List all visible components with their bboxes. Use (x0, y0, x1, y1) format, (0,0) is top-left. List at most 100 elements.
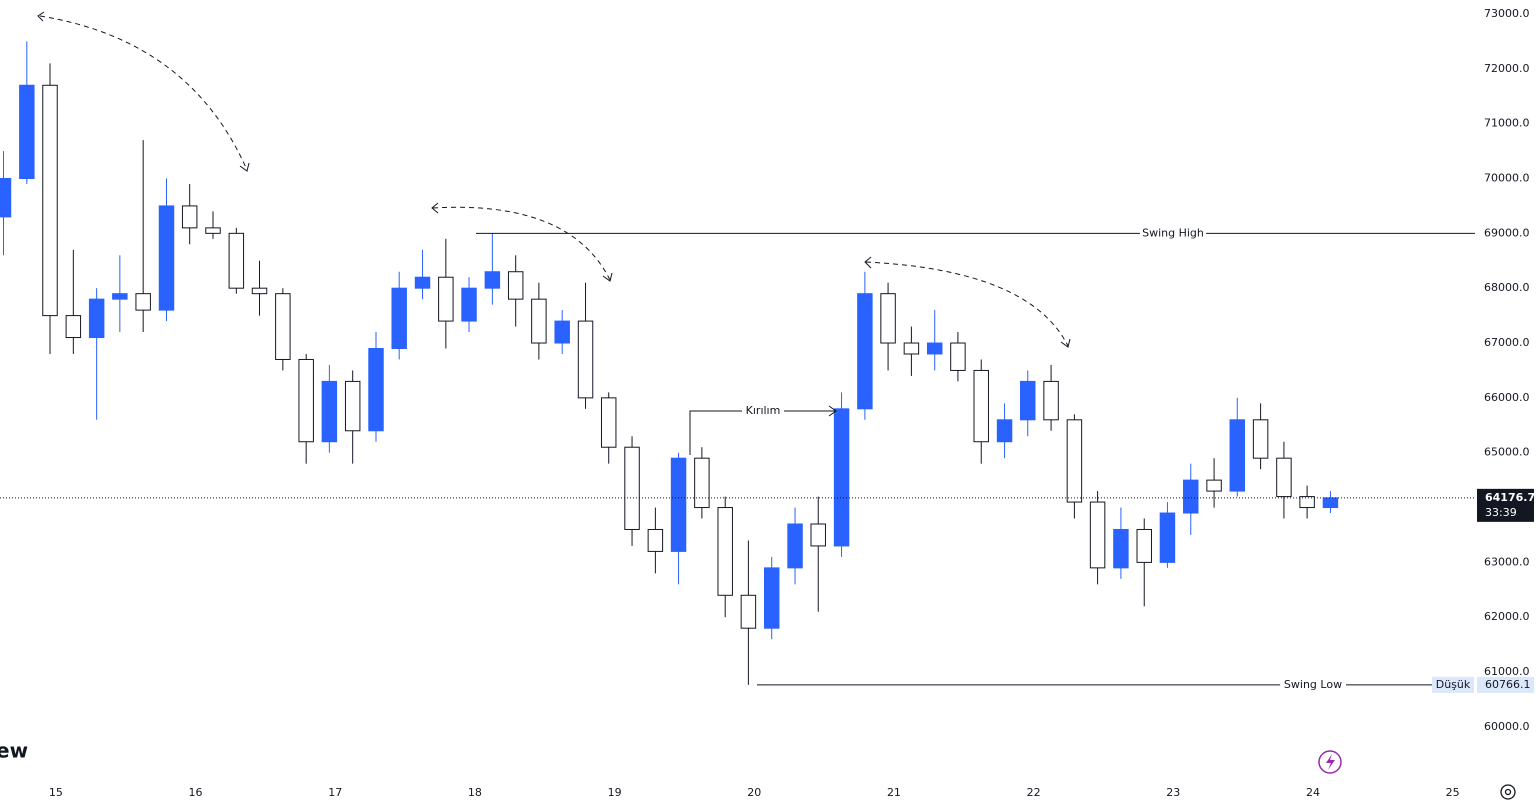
candle-body (763, 567, 780, 629)
y-tick-label: 60000.0 (1484, 720, 1530, 733)
candle-body (65, 315, 82, 339)
candle-body (787, 523, 803, 569)
y-tick-label: 70000.0 (1484, 172, 1530, 185)
break-arrow (689, 405, 837, 455)
x-tick-label: 22 (1027, 786, 1041, 799)
label-bg (742, 403, 784, 419)
candle-body (1089, 501, 1106, 569)
candle-body (950, 342, 966, 371)
y-tick-label: 63000.0 (1484, 555, 1530, 568)
low-value-bg (1477, 676, 1534, 693)
arc (432, 206, 611, 281)
last-price-box (1477, 488, 1534, 522)
candle-body (903, 342, 920, 355)
candle-body (973, 369, 989, 443)
candle-body (1276, 457, 1292, 498)
arrow-heads (37, 11, 1071, 348)
x-tick-label: 19 (608, 786, 622, 799)
candle-body (1229, 419, 1245, 492)
candle-body (1159, 512, 1176, 563)
candle-body (158, 205, 175, 311)
candle-body (670, 457, 687, 552)
low-tag-bg (1432, 676, 1474, 693)
y-tick-label: 71000.0 (1484, 117, 1530, 130)
candle-body (1066, 419, 1083, 503)
candle-body (88, 298, 105, 339)
settings-icon-center (1504, 788, 1512, 796)
y-tick-label: 72000.0 (1484, 62, 1530, 75)
candle-body (1206, 479, 1222, 492)
candle-body (1299, 496, 1315, 509)
arrow-head (864, 256, 872, 269)
arrow-head (1060, 338, 1071, 348)
candle-body (414, 276, 431, 289)
alert-bolt (1326, 754, 1335, 770)
candle-body (857, 293, 873, 410)
candle-body (740, 594, 757, 629)
candle-body (1043, 380, 1059, 421)
x-tick-label: 21 (887, 786, 901, 799)
label-bg (1140, 225, 1206, 242)
candle-body (880, 293, 896, 344)
candle-body (251, 287, 268, 295)
candle-body (344, 380, 361, 432)
candle-body (484, 271, 501, 289)
candle-body (112, 293, 128, 300)
low-value-label: 60766.1 (1485, 678, 1531, 691)
candle-body (507, 271, 524, 300)
arrow-head (239, 162, 250, 172)
candle-body (926, 342, 943, 355)
annotation: Kırılım (746, 404, 781, 417)
y-tick-label: 65000.0 (1484, 446, 1530, 459)
x-tick-label: 16 (189, 786, 203, 799)
label-bg (1280, 676, 1346, 693)
candle-body (228, 232, 245, 289)
alert-icon[interactable] (1318, 750, 1342, 774)
x-tick-label: 20 (747, 786, 761, 799)
y-tick-label: 61000.0 (1484, 665, 1530, 678)
candle-body (996, 419, 1013, 443)
candle-body (624, 446, 640, 530)
arc (39, 15, 248, 171)
last-price-label: 64176.7 (1485, 491, 1535, 504)
y-tick-label: 69000.0 (1484, 226, 1530, 239)
candle-body (135, 293, 151, 311)
candle-body (321, 380, 338, 443)
arrow-head (37, 11, 45, 22)
level-label: Swing Low (1284, 678, 1342, 691)
candle-body (531, 298, 547, 344)
candle-body (19, 84, 35, 180)
level-label: Swing High (1142, 226, 1204, 239)
candle-body (1322, 497, 1339, 509)
arc (865, 261, 1069, 347)
candle-body (600, 397, 617, 448)
candle-body (42, 84, 58, 317)
arrow-head (602, 272, 613, 282)
candle-body (461, 287, 477, 322)
candle-body (368, 348, 384, 432)
x-tick-label: 15 (49, 786, 63, 799)
x-tick-label: 25 (1446, 786, 1460, 799)
candle-body (694, 457, 710, 509)
low-tag: Düşük (1436, 678, 1471, 691)
arrow-head (431, 202, 439, 214)
candle-body (717, 507, 733, 596)
candle-body (1252, 419, 1269, 459)
x-tick-label: 18 (468, 786, 482, 799)
candle-body (810, 523, 826, 547)
y-tick-label: 67000.0 (1484, 336, 1530, 349)
candle-body (833, 408, 850, 547)
candles (0, 41, 1339, 685)
candle-body (181, 205, 198, 229)
candle-body (298, 358, 314, 443)
candle-body (1136, 528, 1152, 563)
candle-body (554, 320, 570, 344)
y-tick-label: 73000.0 (1484, 7, 1530, 20)
candle-body (577, 320, 594, 399)
candle-body (275, 293, 291, 360)
x-tick-label: 24 (1306, 786, 1320, 799)
candle-body (205, 227, 221, 234)
countdown: 33:39 (1485, 506, 1517, 519)
settings-icon[interactable] (1500, 784, 1516, 800)
